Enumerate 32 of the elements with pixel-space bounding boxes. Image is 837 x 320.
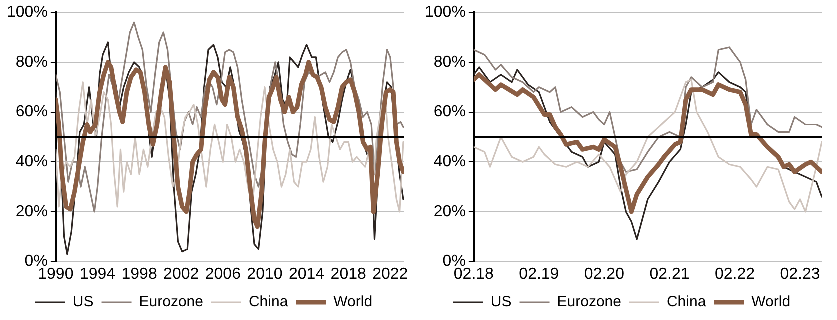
y-tick-label: 40% [434,154,466,171]
x-tick-label: 02.21 [650,266,690,283]
y-tick-label: 80% [16,54,48,71]
x-tick-label: 2010 [247,266,283,283]
legend-label: Eurozone [139,294,204,311]
y-tick-label: 60% [434,104,466,121]
x-tick-label: 1994 [80,266,116,283]
x-tick-label: 2022 [372,266,408,283]
y-tick-label: 40% [16,154,48,171]
x-tick-label: 02.19 [519,266,560,283]
y-tick-label: 100% [425,4,466,22]
legend-label: Eurozone [557,294,622,311]
x-tick-label: 2014 [288,266,325,283]
x-tick-label: 1990 [38,266,74,283]
legend-label: World [752,294,791,311]
y-tick-label: 80% [434,54,466,71]
y-tick-label: 20% [16,203,48,220]
legend-label: World [334,294,373,311]
legend-label: US [72,294,94,311]
y-tick-label: 20% [434,203,466,220]
y-tick-label: 100% [7,4,48,22]
x-tick-label: 1998 [122,266,158,283]
legend-label: US [490,294,512,311]
x-tick-label: 02.20 [584,266,625,283]
x-tick-label: 02.23 [780,266,820,283]
x-tick-label: 2002 [164,266,200,283]
legend-label: China [248,294,289,311]
y-tick-label: 60% [16,104,48,121]
x-tick-label: 2018 [330,266,366,283]
x-tick-label: 02.22 [714,266,756,283]
legend-label: China [666,294,707,311]
x-tick-label: 2006 [205,266,242,283]
